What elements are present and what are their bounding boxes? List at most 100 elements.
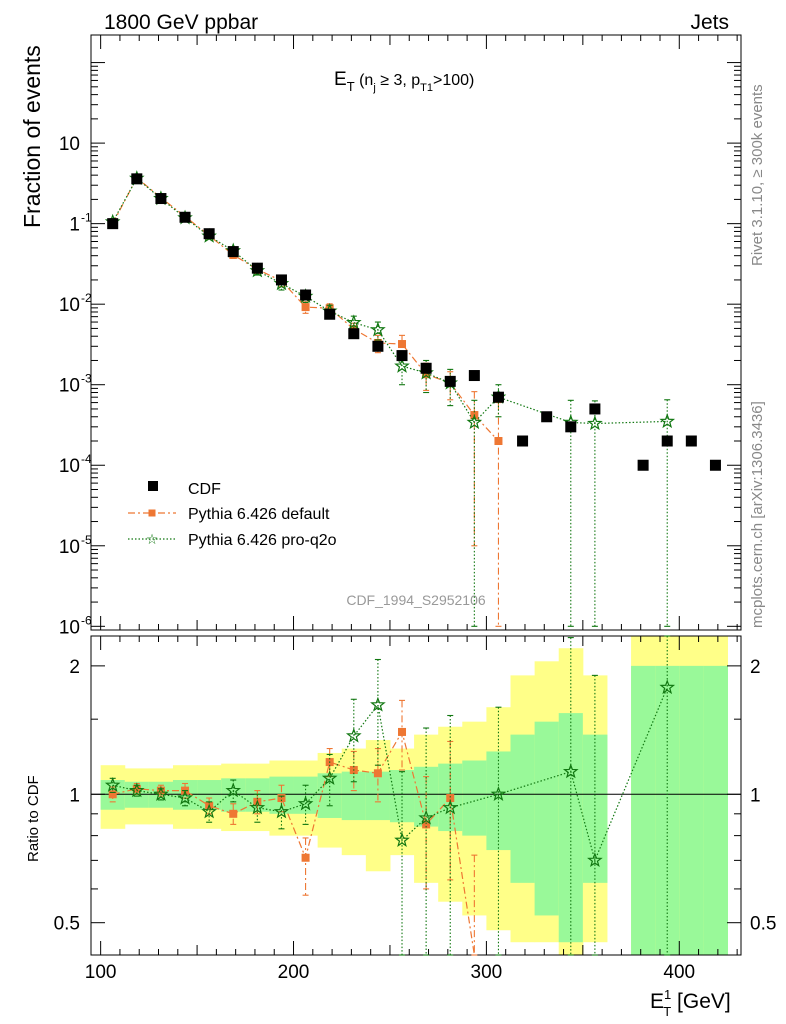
ratio-proq2o-point <box>249 799 266 815</box>
ratio-frame <box>90 635 742 956</box>
main-ytick-label: 1 <box>69 215 80 236</box>
cdf-point <box>227 246 239 258</box>
proq2o-point <box>370 321 386 337</box>
legend-marker-proq2o: ☆ <box>146 531 159 547</box>
cdf-point <box>589 403 601 415</box>
xlabel: E1 T [GeV] <box>650 987 731 1019</box>
analysis-watermark: CDF_1994_S2952106 <box>346 592 486 608</box>
observable-nj-sub: j <box>372 82 375 94</box>
cdf-point <box>492 391 504 403</box>
main-frame <box>90 34 742 631</box>
cdf-point <box>179 211 191 223</box>
main-ytick-label: 10 <box>59 376 80 397</box>
observable-sub: T <box>347 79 355 94</box>
ratio-default-point <box>156 786 165 795</box>
band-inner <box>534 721 560 916</box>
observable-pt-sub: T1 <box>420 82 433 94</box>
cdf-point <box>396 350 408 362</box>
ratio-proq2o-point <box>321 770 338 785</box>
main-series <box>104 170 721 627</box>
ratio-proq2o-line <box>112 687 668 863</box>
cdf-point <box>444 375 456 387</box>
main-ytick-label: 10 <box>59 617 80 638</box>
ratio-proq2o-point <box>177 789 193 805</box>
cdf-point <box>348 328 360 340</box>
main-ytick-label: 10 <box>59 134 80 155</box>
main-ylabel: Fraction of events <box>19 45 45 228</box>
observable-title: ET (nj ≥ 3, pT1>100) <box>334 69 474 94</box>
xlabel-sup: 1 <box>664 987 671 1002</box>
proq2o-point <box>466 414 483 430</box>
mcplots-label: mcplots.cern.ch [arXiv:1306.3436] <box>749 401 766 628</box>
band-inner <box>462 760 487 836</box>
ratio-axes: 0.5 0.5 1 1 2 2 100 200 300 400 <box>54 635 776 983</box>
default-point <box>398 340 407 349</box>
observable-tail: >100) <box>433 72 474 89</box>
ratio-proq2o-point <box>442 799 459 815</box>
main-ytick-exponent: -4 <box>81 452 92 466</box>
ratio-ytick-label-right: 0.5 <box>750 914 776 935</box>
cdf-point <box>131 173 143 185</box>
default-point <box>325 304 334 313</box>
cdf-point <box>372 340 384 352</box>
ratio-proq2o-point <box>345 727 362 743</box>
ratio-ytick-label-left: 1 <box>69 785 80 806</box>
legend-label-cdf: CDF <box>188 481 221 498</box>
legend-marker-cdf <box>148 481 158 491</box>
observable-main: E <box>334 69 347 90</box>
ratio-proq2o-point <box>394 832 410 847</box>
header-left: 1800 GeV ppbar <box>104 11 258 34</box>
band-inner <box>510 734 536 883</box>
cdf-point <box>565 421 577 433</box>
ratio-proq2o-point <box>104 777 121 792</box>
header-right: Jets <box>690 11 729 34</box>
ratio-ytick-label-left: 0.5 <box>54 914 80 935</box>
band-inner <box>679 665 704 955</box>
cdf-point <box>709 459 721 471</box>
ratio-uncertainty-bands <box>100 636 728 955</box>
cdf-point <box>517 435 529 447</box>
main-ytick-label: 10 <box>59 295 80 316</box>
ratio-ylabel: Ratio to CDF <box>25 775 42 862</box>
xtick-label: 300 <box>471 962 503 983</box>
ratio-ytick-label-right: 2 <box>750 657 761 678</box>
band-inner <box>631 665 656 955</box>
proq2o-point <box>587 415 603 431</box>
ratio-proq2o-point <box>201 803 217 819</box>
cdf-point <box>685 435 697 447</box>
ratio-ytick-label-left: 2 <box>69 657 80 678</box>
cdf-point <box>300 289 312 301</box>
default-point <box>301 303 310 312</box>
proq2o-point <box>659 413 676 429</box>
ratio-proq2o-point <box>490 786 507 801</box>
main-ytick-exponent: -1 <box>81 211 92 225</box>
ratio-proq2o-point <box>225 782 242 798</box>
ratio-proq2o-point <box>153 786 169 801</box>
band-inner <box>655 665 680 955</box>
cdf-point <box>420 362 432 374</box>
ratio-default-point <box>229 809 238 818</box>
xtick-label: 200 <box>278 962 310 983</box>
ratio-default-point <box>422 820 431 829</box>
default-point <box>422 370 431 379</box>
legend-label-proq2o: Pythia 6.426 pro-q2o <box>188 532 337 549</box>
proq2o-point <box>394 357 410 373</box>
legend: CDF Pythia 6.426 default ☆ Pythia 6.426 … <box>128 481 337 549</box>
band-inner <box>341 771 367 821</box>
xtick-label: 400 <box>663 962 695 983</box>
rivet-label: Rivet 3.1.10, ≥ 300k events <box>749 84 766 266</box>
cdf-point <box>324 308 336 320</box>
cdf-point <box>107 218 119 230</box>
legend-label-default: Pythia 6.426 default <box>188 506 330 523</box>
cdf-point <box>203 228 215 240</box>
ratio-proq2o-point <box>297 795 314 811</box>
ratio-proq2o-point <box>659 679 676 695</box>
ratio-series <box>104 635 676 956</box>
ratio-proq2o-point <box>587 852 603 868</box>
observable-mid: ≥ 3, p <box>376 72 420 89</box>
band-inner <box>703 665 728 955</box>
main-axes: 10 -610 -510 -410 -310 -21 -110 <box>59 34 742 638</box>
ratio-default-point <box>108 790 117 799</box>
cdf-point <box>541 411 553 423</box>
